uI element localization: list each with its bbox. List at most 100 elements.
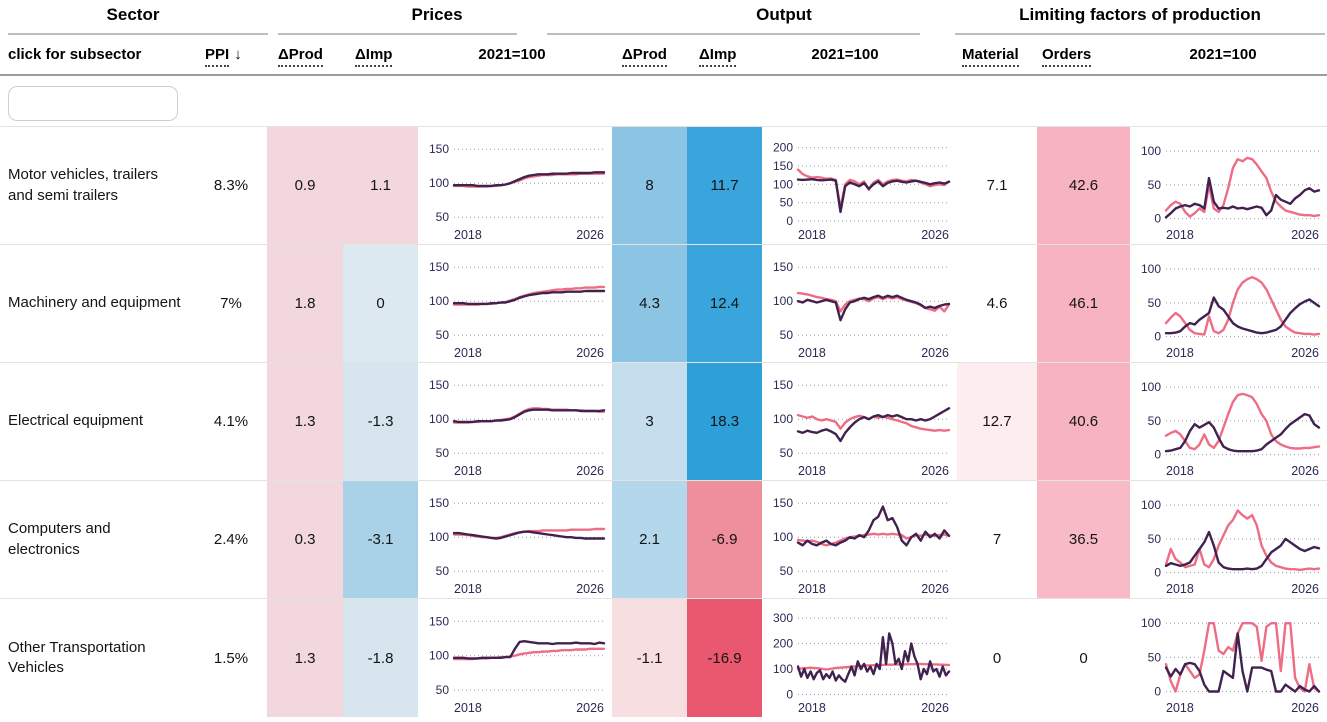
svg-text:50: 50 bbox=[436, 564, 450, 578]
sector-name-cell[interactable]: Electrical equipment bbox=[0, 363, 195, 480]
limiting-sparkline-canvas: 100 50 0 2018 2026 bbox=[1130, 363, 1327, 480]
prices-sparkline-canvas: 150 100 50 2018 2026 bbox=[418, 363, 612, 480]
svg-text:100: 100 bbox=[429, 412, 449, 426]
svg-text:50: 50 bbox=[436, 446, 450, 460]
limiting-sparkline-canvas: 100 50 0 2018 2026 bbox=[1130, 481, 1327, 598]
output-dprod-value: 3 bbox=[612, 363, 687, 480]
svg-text:200: 200 bbox=[773, 637, 793, 651]
output-dimp-value: -16.9 bbox=[687, 599, 762, 717]
svg-text:2018: 2018 bbox=[454, 582, 482, 596]
svg-text:2026: 2026 bbox=[576, 346, 604, 360]
svg-text:50: 50 bbox=[436, 328, 450, 342]
svg-text:2018: 2018 bbox=[454, 346, 482, 360]
output-dimp-value: 11.7 bbox=[687, 127, 762, 244]
sector-search-input[interactable] bbox=[8, 86, 178, 121]
svg-text:50: 50 bbox=[1148, 296, 1162, 310]
svg-text:2026: 2026 bbox=[1291, 346, 1319, 360]
column-header-prices-dprod[interactable]: ΔProd bbox=[278, 46, 323, 67]
output-sparkline: 150 100 50 2018 2026 bbox=[762, 363, 957, 480]
limiting-sparkline-canvas: 100 50 0 2018 2026 bbox=[1130, 599, 1327, 717]
prices-dimp-value: -1.8 bbox=[343, 599, 418, 717]
material-value: 7.1 bbox=[957, 127, 1037, 244]
column-header-ppi-sort[interactable]: PPI ↓ bbox=[205, 46, 242, 67]
header-divider bbox=[0, 74, 1327, 76]
ppi-label[interactable]: PPI bbox=[205, 46, 230, 67]
svg-text:150: 150 bbox=[429, 614, 449, 628]
svg-text:100: 100 bbox=[429, 176, 449, 190]
output-sparkline-canvas: 150 100 50 2018 2026 bbox=[762, 245, 957, 362]
sector-name-cell[interactable]: Motor vehicles, trailers and semi traile… bbox=[0, 127, 195, 244]
limiting-sparkline: 100 50 0 2018 2026 bbox=[1130, 599, 1327, 717]
limiting-sparkline: 100 50 0 2018 2026 bbox=[1130, 245, 1327, 362]
svg-text:2018: 2018 bbox=[1166, 582, 1194, 596]
table-row: Other Transportation Vehicles 1.5% 1.3 -… bbox=[0, 599, 1327, 717]
sector-name[interactable]: Other Transportation Vehicles bbox=[8, 638, 146, 676]
svg-text:2026: 2026 bbox=[921, 701, 949, 715]
orders-value: 0 bbox=[1037, 599, 1130, 717]
table-row: Computers and electronics 2.4% 0.3 -3.1 … bbox=[0, 481, 1327, 599]
svg-text:50: 50 bbox=[1148, 414, 1162, 428]
column-header-output-dprod[interactable]: ΔProd bbox=[622, 46, 667, 67]
svg-text:2026: 2026 bbox=[921, 346, 949, 360]
sector-name[interactable]: Machinery and equipment bbox=[8, 294, 181, 312]
sector-name[interactable]: Motor vehicles, trailers and semi traile… bbox=[8, 166, 159, 204]
material-value: 7 bbox=[957, 481, 1037, 598]
svg-text:100: 100 bbox=[1141, 144, 1161, 158]
output-sparkline: 150 100 50 2018 2026 bbox=[762, 245, 957, 362]
prices-dprod-value: 1.3 bbox=[267, 363, 343, 480]
material-value: 4.6 bbox=[957, 245, 1037, 362]
svg-text:2026: 2026 bbox=[576, 582, 604, 596]
column-header-material[interactable]: Material bbox=[962, 46, 1019, 67]
svg-text:2026: 2026 bbox=[576, 701, 604, 715]
svg-text:2018: 2018 bbox=[798, 346, 826, 360]
svg-text:2018: 2018 bbox=[454, 228, 482, 242]
prices-sparkline: 150 100 50 2018 2026 bbox=[418, 599, 612, 717]
svg-text:150: 150 bbox=[773, 378, 793, 392]
sector-name-cell[interactable]: Machinery and equipment bbox=[0, 245, 195, 362]
prices-dimp-value: 1.1 bbox=[343, 127, 418, 244]
orders-value: 42.6 bbox=[1037, 127, 1130, 244]
svg-text:100: 100 bbox=[429, 530, 449, 544]
svg-text:50: 50 bbox=[780, 328, 794, 342]
table-row: Motor vehicles, trailers and semi traile… bbox=[0, 127, 1327, 245]
svg-text:2018: 2018 bbox=[1166, 346, 1194, 360]
sector-name-cell[interactable]: Computers and electronics bbox=[0, 481, 195, 598]
limiting-sparkline-canvas: 100 50 0 2018 2026 bbox=[1130, 127, 1327, 244]
svg-text:0: 0 bbox=[1154, 685, 1161, 699]
svg-text:150: 150 bbox=[773, 159, 793, 173]
material-value: 12.7 bbox=[957, 363, 1037, 480]
group-header-output: Output bbox=[756, 5, 812, 24]
prices-sparkline: 150 100 50 2018 2026 bbox=[418, 127, 612, 244]
svg-text:100: 100 bbox=[773, 177, 793, 191]
svg-text:2018: 2018 bbox=[798, 228, 826, 242]
group-header-sector: Sector bbox=[106, 5, 160, 24]
output-sparkline-canvas: 150 100 50 2018 2026 bbox=[762, 363, 957, 480]
ppi-value: 7% bbox=[220, 295, 242, 312]
group-underline-output bbox=[547, 33, 920, 35]
sector-name-cell[interactable]: Other Transportation Vehicles bbox=[0, 599, 195, 717]
material-value: 0 bbox=[957, 599, 1037, 717]
ppi-value: 1.5% bbox=[213, 649, 249, 667]
svg-text:100: 100 bbox=[1141, 498, 1161, 512]
sector-name[interactable]: Computers and electronics bbox=[8, 520, 111, 558]
output-dimp-value: -6.9 bbox=[687, 481, 762, 598]
svg-text:150: 150 bbox=[429, 378, 449, 392]
prices-dprod-value: 0.9 bbox=[267, 127, 343, 244]
column-header-output-dimp[interactable]: ΔImp bbox=[699, 46, 737, 67]
svg-text:0: 0 bbox=[1154, 448, 1161, 462]
svg-text:0: 0 bbox=[786, 214, 793, 228]
svg-text:50: 50 bbox=[436, 210, 450, 224]
svg-text:2018: 2018 bbox=[1166, 464, 1194, 478]
group-underline-sector bbox=[8, 33, 268, 35]
prices-sparkline-canvas: 150 100 50 2018 2026 bbox=[418, 481, 612, 598]
svg-text:2026: 2026 bbox=[576, 464, 604, 478]
output-sparkline: 300 200 100 0 2018 2026 bbox=[762, 599, 957, 717]
svg-text:0: 0 bbox=[1154, 330, 1161, 344]
svg-text:100: 100 bbox=[773, 530, 793, 544]
column-header-prices-dimp[interactable]: ΔImp bbox=[355, 46, 393, 67]
output-dimp-value: 18.3 bbox=[687, 363, 762, 480]
sector-name[interactable]: Electrical equipment bbox=[8, 412, 144, 430]
column-header-orders[interactable]: Orders bbox=[1042, 46, 1092, 67]
svg-text:100: 100 bbox=[1141, 616, 1161, 630]
